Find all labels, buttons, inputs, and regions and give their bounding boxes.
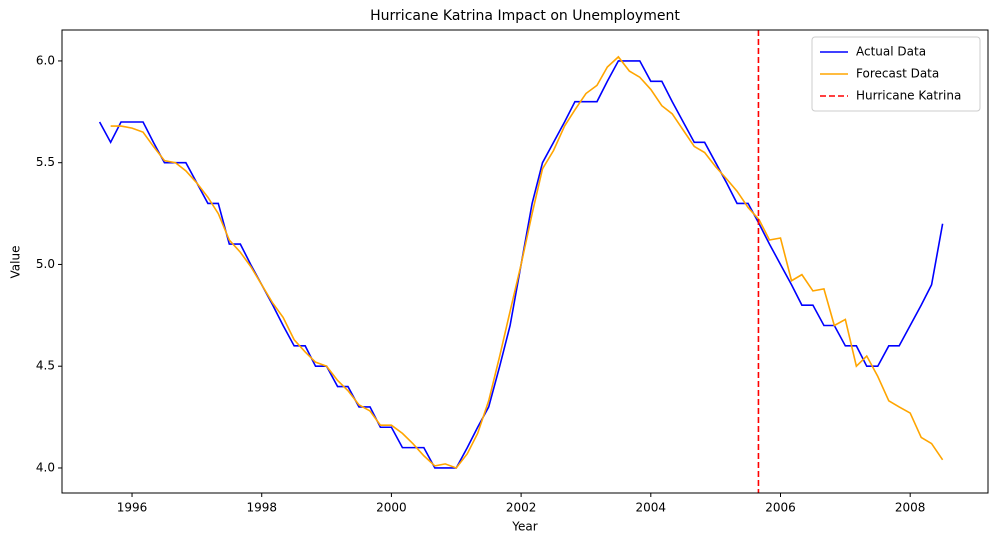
y-tick-label: 4.0	[36, 460, 55, 474]
y-tick-label: 4.5	[36, 359, 55, 373]
y-tick-label: 6.0	[36, 53, 55, 67]
x-tick-label: 2008	[895, 501, 926, 515]
y-tick-label: 5.0	[36, 257, 55, 271]
x-axis-label: Year	[511, 520, 537, 534]
x-tick-label: 1998	[246, 501, 277, 515]
plot-frame	[61, 29, 989, 494]
x-tick-label: 1996	[117, 501, 148, 515]
y-tick-label: 5.5	[36, 155, 55, 169]
y-axis-label: Value	[9, 246, 23, 279]
chart-title: Hurricane Katrina Impact on Unemployment	[370, 8, 680, 24]
x-tick-label: 2004	[636, 501, 667, 515]
x-tick-label: 2002	[506, 501, 537, 515]
data-line	[110, 55, 944, 469]
legend-label: Hurricane Katrina	[856, 89, 961, 103]
x-tick-label: 2000	[376, 501, 407, 515]
legend-label: Forecast Data	[856, 67, 939, 81]
x-tick-label: 2006	[765, 501, 796, 515]
legend-label: Actual Data	[856, 45, 926, 59]
legend-box	[811, 36, 981, 112]
